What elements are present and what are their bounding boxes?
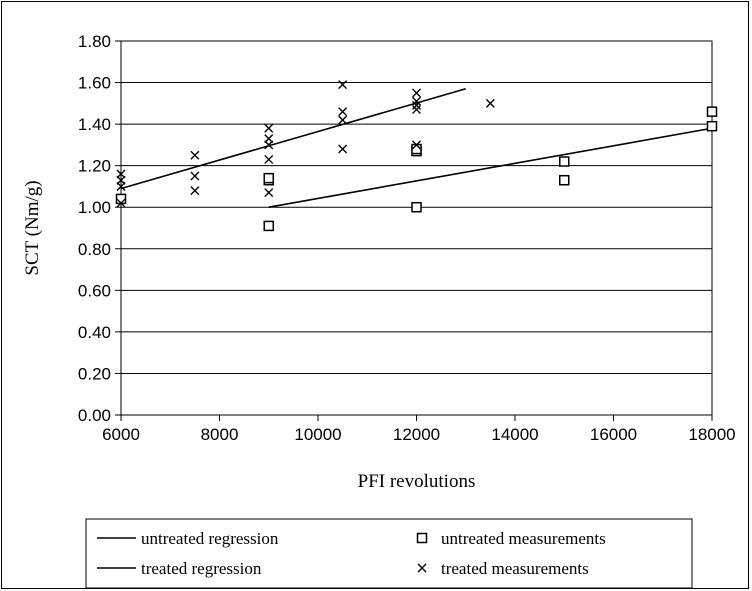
treated-point [338,144,348,154]
legend-label: untreated measurements [441,529,606,548]
data-markers [115,80,718,232]
legend-item: untreated regression [97,529,279,548]
treated-point [264,154,274,164]
treated-point [190,186,200,196]
x-tick-label: 10000 [294,425,341,444]
treated-point [412,88,421,98]
treated-point [485,98,495,108]
y-tick-label: 0.40 [78,323,111,342]
x-axis-title: PFI revolutions [358,471,476,492]
legend-label: treated measurements [441,559,589,578]
grid-lines [121,40,712,416]
legend-box [85,518,693,589]
treated-point [338,80,348,90]
untreated-point [115,193,127,205]
y-tick-label: 1.60 [78,74,111,93]
treated-point [116,169,126,179]
y-tick-label: 1.40 [78,115,111,134]
y-tick-label: 0.60 [78,281,111,300]
y-axis-title: SCT (Nm/g) [22,180,43,275]
legend-item: treated regression [97,559,262,578]
legend-item: untreated measurements [416,529,606,548]
x-tick-label: 16000 [590,425,637,444]
x-tick-label: 14000 [491,425,538,444]
untreated-point [559,174,570,186]
treated-point [338,115,348,125]
treated-point [338,107,348,117]
x-tick-label: 6000 [102,425,140,444]
x-tick-label: 18000 [688,425,735,444]
untreated-point [263,220,274,232]
untreated-point [706,120,718,132]
y-tick-label: 0.00 [78,406,111,425]
treated-point [264,123,274,133]
regression-line [268,127,713,209]
treated-point [412,96,421,106]
legend-square-swatch [416,532,428,544]
untreated-point [263,172,274,184]
plot-area [120,40,713,416]
treated-point [264,134,274,144]
legend-cross-swatch [417,563,427,573]
treated-point [190,150,200,160]
regression-lines [120,88,713,209]
regression-line [120,88,466,190]
untreated-point [411,201,422,213]
y-tick-label: 1.20 [78,157,111,176]
legend-label: untreated regression [141,529,279,548]
x-tick-label: 8000 [201,425,239,444]
y-tick-label: 1.00 [78,198,111,217]
treated-point [116,198,126,208]
x-axis: 6000 8000 10000 12000 14000 16000 18000 [102,415,736,444]
y-tick-label: 0.20 [78,364,111,383]
legend: untreated regression untreated measuremen… [85,518,693,589]
legend-item: treated measurements [417,559,589,578]
treated-point [264,188,274,198]
y-axis: 0.00 0.20 0.40 0.60 0.80 1.00 1.20 1.40 1.60 1.80 [78,32,121,425]
untreated-point [559,156,570,167]
legend-label: treated regression [141,559,262,578]
untreated-point [411,143,422,155]
treated-point [412,100,421,110]
treated-point [412,140,421,150]
untreated-point [706,106,718,117]
y-tick-label: 1.80 [78,32,111,51]
treated-point [412,105,421,115]
treated-point [190,171,200,181]
x-tick-label: 12000 [393,425,440,444]
y-tick-label: 0.80 [78,240,111,259]
